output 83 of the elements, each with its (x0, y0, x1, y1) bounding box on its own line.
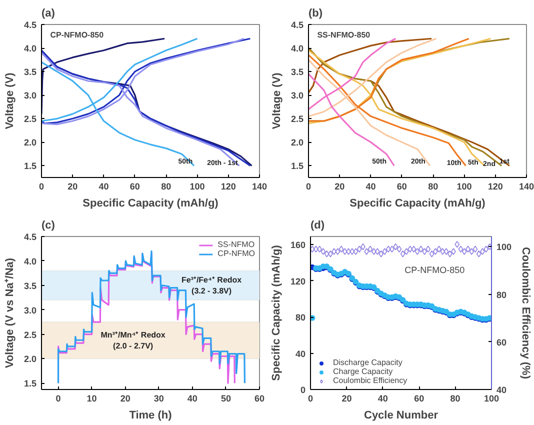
x-axis-title: Specific Capacity (mAh/g) (350, 198, 486, 210)
x-tick-label: 40 (378, 394, 388, 404)
y-axis-title: Specific Capacity (mAh/g) (270, 244, 282, 381)
y-tick-label: 3.5 (290, 67, 304, 78)
y-tick-label: 2.5 (24, 114, 37, 124)
x-tick-label: 80 (450, 394, 460, 404)
x-tick-label: 40 (98, 182, 109, 192)
annotation: CP-NFMO-850 (404, 265, 465, 276)
x-tick-label: 120 (488, 182, 503, 192)
y2-tick-label: 80 (496, 290, 507, 300)
y-axis-title: Voltage (V) (4, 72, 16, 130)
x-tick-label: 120 (220, 182, 236, 192)
y-tick-label: 3.0 (290, 90, 304, 101)
x-tick-label: 140 (518, 182, 534, 192)
chart-title: (d) (310, 220, 325, 232)
x-axis-title: Specific Capacity (mAh/g) (82, 198, 219, 210)
x-tick-label: 20 (120, 394, 130, 404)
y-tick-label: 4.0 (24, 44, 37, 54)
y-tick-label: 2.0 (24, 138, 37, 148)
line-series (42, 38, 166, 115)
y2-tick-label: 100 (496, 242, 512, 252)
x-axis-title: Time (h) (129, 410, 172, 422)
y2-tick-label: 60 (496, 337, 507, 348)
x-tick-label: 60 (414, 394, 424, 404)
y-tick-label: 160 (290, 240, 306, 250)
x-tick-label: 60 (130, 182, 140, 192)
legend-label: Charge Capacity (333, 367, 393, 376)
x-tick-label: 40 (187, 394, 198, 404)
x-tick-label: 100 (190, 182, 205, 192)
x-tick-label: 20 (68, 182, 78, 192)
y-tick-label: 4.0 (290, 44, 304, 54)
y-tick-label: 0 (300, 385, 306, 395)
band-label: Fe³⁺/Fe⁴⁺ Redox (3.2 - 3.8V) (181, 275, 242, 296)
legend-label: Discharge Capacity (333, 358, 402, 367)
x-tick-label: 80 (428, 182, 438, 192)
y2-tick-label: 40 (496, 385, 507, 395)
y-tick-label: 2.5 (24, 330, 37, 340)
y-tick-label: 4.5 (290, 20, 304, 30)
x-tick-label: 20 (342, 394, 352, 404)
x-axis-title: Cycle Number (364, 410, 439, 422)
annotation: CP-NFMO-850 (50, 30, 104, 40)
annotation: SS-NFMO-850 (317, 30, 371, 40)
legend-label: SS-NFMO (218, 240, 255, 249)
x-tick-label: 30 (154, 394, 164, 404)
y-tick-label: 3.0 (24, 305, 37, 316)
y-tick-label: 80 (295, 312, 306, 323)
x-tick-label: 60 (254, 394, 265, 404)
y-tick-label: 3.5 (24, 67, 37, 78)
band-label: Mn³⁺/Mn⁴⁺ Redox (2.0 - 2.7V) (100, 330, 166, 350)
legend-label: Coulombic Efficiency (333, 376, 408, 385)
legend-label: CP-NFMO (218, 249, 255, 258)
x-tick-label: 100 (484, 394, 500, 404)
line-series (308, 38, 432, 94)
x-tick-label: 20 (334, 182, 345, 192)
x-tick-label: 40 (366, 182, 376, 192)
x-tick-label: 60 (396, 182, 407, 192)
chart-title: (a) (42, 8, 56, 20)
x-tick-label: 0 (308, 394, 314, 404)
y-tick-label: 2.5 (290, 114, 304, 124)
x-tick-label: 140 (252, 182, 268, 192)
x-tick-label: 0 (38, 182, 44, 192)
y-tick-label: 3.0 (24, 90, 37, 101)
y-tick-label: 40 (295, 348, 306, 359)
x-tick-label: 80 (161, 182, 172, 192)
y-tick-label: 120 (290, 276, 306, 286)
y-tick-label: 1.5 (24, 378, 37, 389)
y-tick-label: 4.5 (24, 20, 37, 30)
y-tick-label: 3.5 (24, 280, 37, 291)
y-axis-title: Voltage (V) (270, 72, 283, 130)
chart-title: (b) (308, 8, 323, 20)
x-tick-label: 0 (56, 394, 61, 404)
y-tick-label: 2.0 (290, 138, 304, 148)
y-axis-title: Voltage (V vs Na⁺/Na) (4, 258, 16, 368)
x-tick-label: 50 (220, 394, 231, 404)
x-tick-label: 100 (456, 182, 472, 192)
y-tick-label: 4.5 (24, 232, 37, 242)
y-tick-label: 2.0 (24, 354, 37, 364)
chart-title: (c) (42, 220, 56, 232)
y-tick-label: 4.0 (24, 256, 37, 266)
x-tick-label: 10 (86, 394, 97, 404)
y-tick-label: 1.5 (290, 161, 304, 172)
y2-axis-title: Coulombic Efficiency (%) (520, 246, 532, 380)
y-tick-label: 1.5 (24, 161, 37, 172)
